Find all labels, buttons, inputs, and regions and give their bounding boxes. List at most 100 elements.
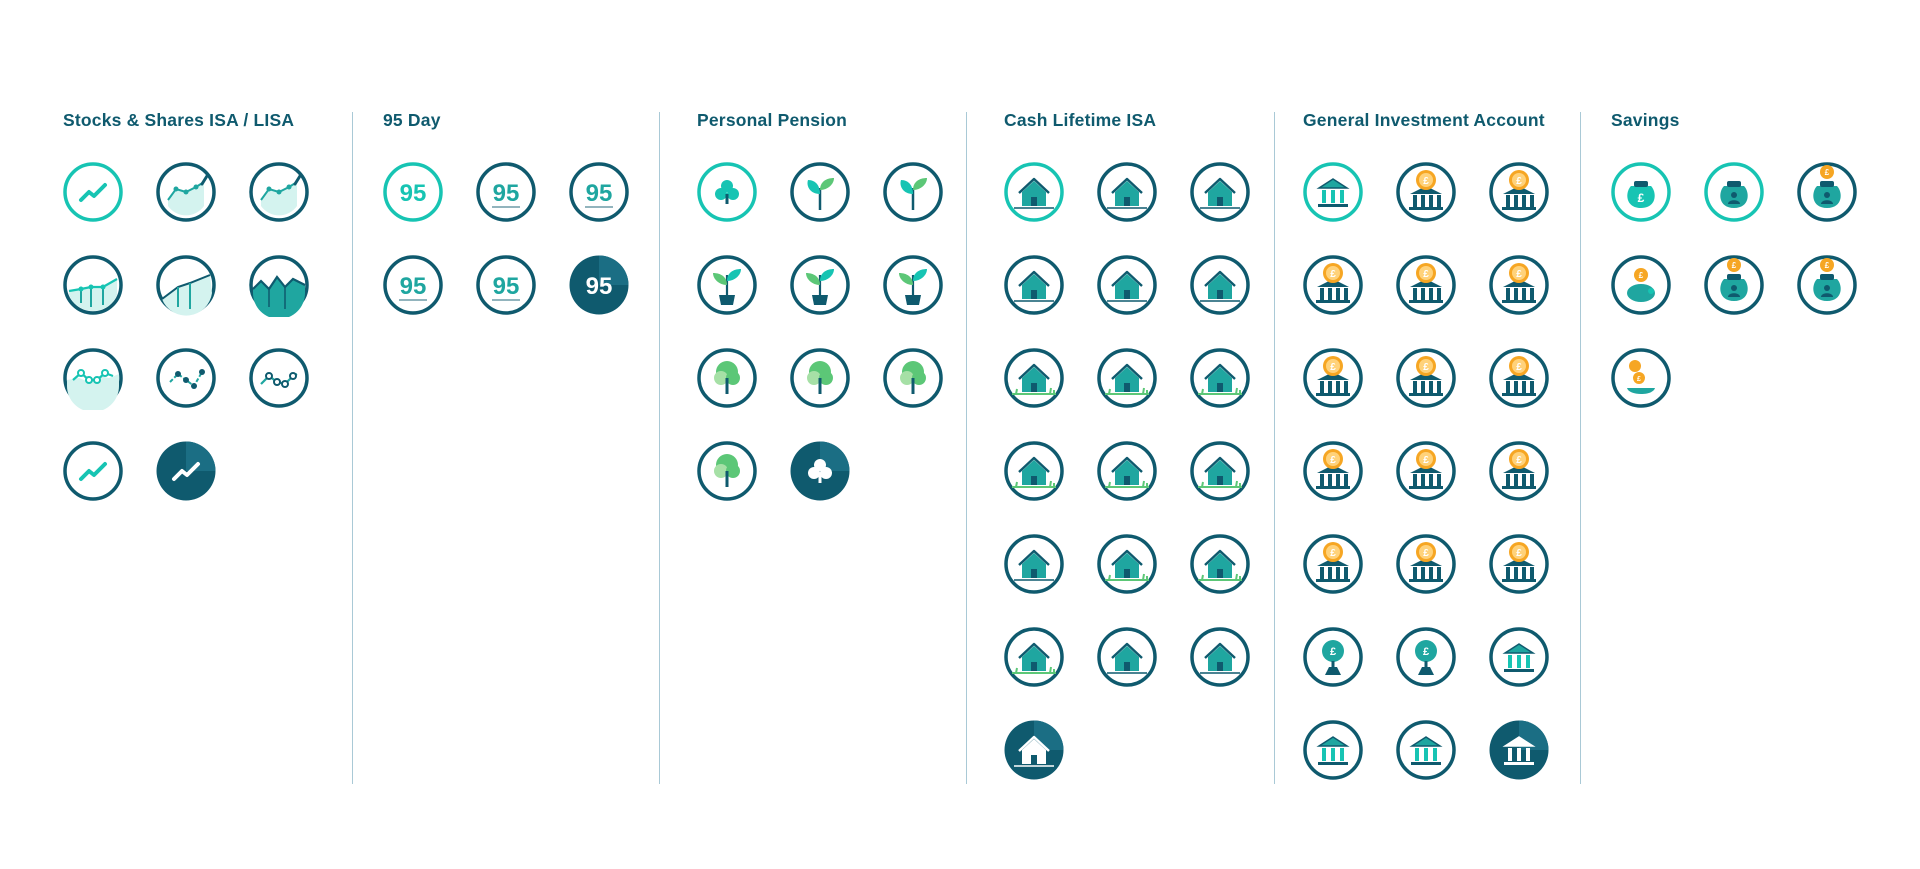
house-bush-icon-2 xyxy=(1095,625,1159,689)
bank-coin-icon-11: £ xyxy=(1487,439,1551,503)
house-grass-icon-5 xyxy=(1095,439,1159,503)
svg-text:£: £ xyxy=(1732,261,1737,270)
house-bush-icon-1 xyxy=(1002,625,1066,689)
column-title: 95 Day xyxy=(383,110,441,130)
house-grass-icon-6 xyxy=(1188,439,1252,503)
column-title: Stocks & Shares ISA / LISA xyxy=(63,110,295,130)
ninety-five-filled-icon: 95 xyxy=(567,253,631,317)
svg-text:£: £ xyxy=(1516,548,1522,559)
line-chart-dots-icon xyxy=(247,160,311,224)
ninety-five-wave-icon: 95 xyxy=(474,253,538,317)
svg-text:£: £ xyxy=(1637,376,1641,383)
svg-text:95: 95 xyxy=(400,180,427,207)
piggy-bank-coin-icon: £ xyxy=(1609,253,1673,317)
svg-text:£: £ xyxy=(1330,455,1336,466)
money-bag-person-icon: £ xyxy=(1702,253,1766,317)
column-divider xyxy=(1580,112,1581,784)
tree-green-icon xyxy=(695,346,759,410)
svg-text:£: £ xyxy=(1423,646,1429,658)
tree-light-icon xyxy=(788,346,852,410)
house-grass-icon-8 xyxy=(1188,532,1252,596)
house-icon-7 xyxy=(1188,625,1252,689)
svg-text:£: £ xyxy=(1330,269,1336,280)
svg-text:£: £ xyxy=(1639,271,1644,280)
ninety-five-navy-icon: 95 xyxy=(381,253,445,317)
ninety-five-bars-icon: 95 xyxy=(567,160,631,224)
svg-text:£: £ xyxy=(1516,455,1522,466)
house-icon-3 xyxy=(1002,253,1066,317)
svg-text:£: £ xyxy=(1825,168,1830,177)
svg-text:£: £ xyxy=(1423,176,1429,187)
bank-icon-2 xyxy=(1301,718,1365,782)
svg-text:£: £ xyxy=(1330,362,1336,373)
mountain-chart-icon xyxy=(247,253,311,317)
area-chart-icon xyxy=(154,253,218,317)
bank-coin-icon-9: £ xyxy=(1301,439,1365,503)
money-bag-person-teal-icon xyxy=(1702,160,1766,224)
column-divider xyxy=(659,112,660,784)
bank-coin-icon-1: £ xyxy=(1394,160,1458,224)
svg-text:£: £ xyxy=(1330,548,1336,559)
svg-text:£: £ xyxy=(1330,646,1336,658)
ninety-five-teal-icon: 95 xyxy=(381,160,445,224)
money-bag-teal-icon: £ xyxy=(1609,160,1673,224)
potted-plant-tall-icon xyxy=(881,253,945,317)
bank-coin-icon-14: £ xyxy=(1487,532,1551,596)
bank-coin-icon-7: £ xyxy=(1394,346,1458,410)
sprout-icon xyxy=(788,160,852,224)
bank-coin-icon-4: £ xyxy=(1394,253,1458,317)
bank-coin-icon-13: £ xyxy=(1394,532,1458,596)
svg-text:£: £ xyxy=(1516,176,1522,187)
bank-teal-icon xyxy=(1301,160,1365,224)
svg-text:95: 95 xyxy=(586,180,613,207)
coin-stack-bowl-icon: £ xyxy=(1609,346,1673,410)
svg-text:£: £ xyxy=(1825,261,1830,270)
ninety-five-lines-icon: 95 xyxy=(474,160,538,224)
money-bag-coin-icon: £ xyxy=(1795,160,1859,224)
bank-icon-1 xyxy=(1487,625,1551,689)
zigzag-chart-teal-icon xyxy=(61,346,125,410)
bank-coin-icon-5: £ xyxy=(1487,253,1551,317)
svg-text:£: £ xyxy=(1516,269,1522,280)
trend-line-filled-icon xyxy=(154,439,218,503)
bank-coin-icon-3: £ xyxy=(1301,253,1365,317)
column-title: Cash Lifetime ISA xyxy=(1004,110,1157,130)
column-title: Personal Pension xyxy=(697,110,848,130)
bank-filled-icon xyxy=(1487,718,1551,782)
bank-icon-3 xyxy=(1394,718,1458,782)
svg-text:£: £ xyxy=(1423,455,1429,466)
svg-text:£: £ xyxy=(1423,362,1429,373)
zigzag-chart-mixed-icon xyxy=(247,346,311,410)
coin-tree-icon-2: £ xyxy=(1394,625,1458,689)
potted-plant-icon xyxy=(695,253,759,317)
house-icon-1 xyxy=(1095,160,1159,224)
house-icon-4 xyxy=(1095,253,1159,317)
house-grass-icon-3 xyxy=(1188,346,1252,410)
house-icon-6 xyxy=(1002,532,1066,596)
house-grass-icon-4 xyxy=(1002,439,1066,503)
trend-line-teal-icon xyxy=(61,160,125,224)
money-bag-drop-icon: £ xyxy=(1795,253,1859,317)
line-chart-area-icon xyxy=(154,160,218,224)
house-teal-icon xyxy=(1002,160,1066,224)
tree-teal-icon xyxy=(881,346,945,410)
svg-text:£: £ xyxy=(1638,191,1645,205)
tree-pale-icon xyxy=(695,439,759,503)
svg-text:£: £ xyxy=(1423,269,1429,280)
bank-coin-icon-10: £ xyxy=(1394,439,1458,503)
trend-line-navy-icon xyxy=(61,439,125,503)
zigzag-chart-dark-icon xyxy=(154,346,218,410)
bank-coin-icon-8: £ xyxy=(1487,346,1551,410)
svg-text:95: 95 xyxy=(493,273,520,300)
column-divider xyxy=(352,112,353,784)
bank-coin-icon-2: £ xyxy=(1487,160,1551,224)
potted-plant-teal-icon xyxy=(788,253,852,317)
house-filled-icon xyxy=(1002,718,1066,782)
coin-tree-icon-1: £ xyxy=(1301,625,1365,689)
bank-coin-icon-12: £ xyxy=(1301,532,1365,596)
bar-line-chart-icon xyxy=(61,253,125,317)
house-grass-icon-2 xyxy=(1095,346,1159,410)
svg-text:£: £ xyxy=(1516,362,1522,373)
sprout-green-icon xyxy=(881,160,945,224)
column-title: General Investment Account xyxy=(1303,110,1545,130)
